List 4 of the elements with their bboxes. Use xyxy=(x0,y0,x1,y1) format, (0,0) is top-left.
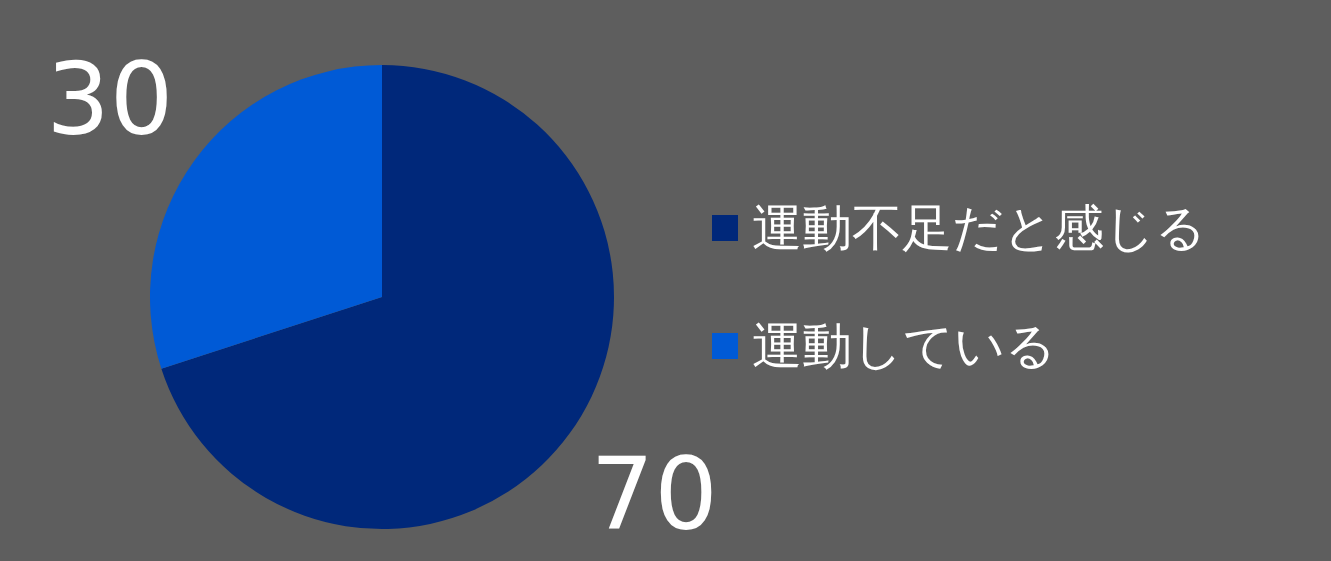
data-label: 30 xyxy=(46,40,174,158)
legend-label: 運動している xyxy=(752,317,1056,375)
data-label: 70 xyxy=(590,436,718,554)
legend-label: 運動不足だと感じる xyxy=(752,199,1206,257)
